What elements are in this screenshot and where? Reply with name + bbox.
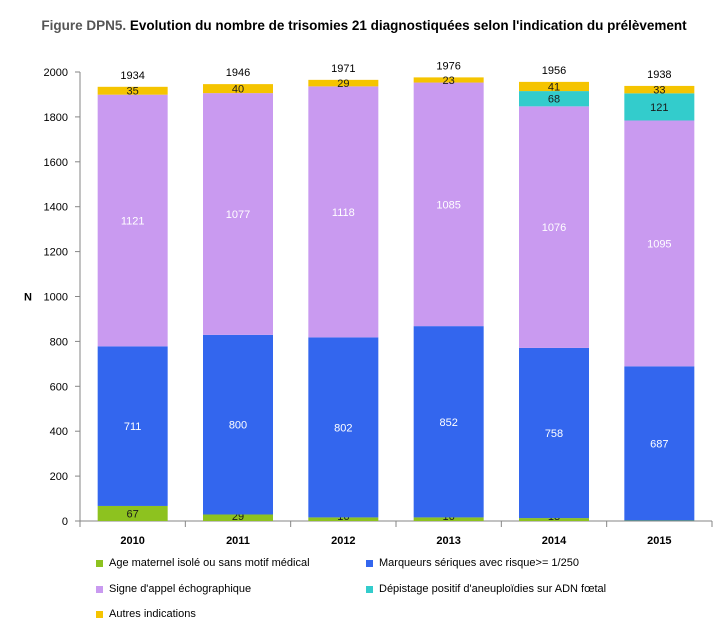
legend-item: Age maternel isolé ou sans motif médical — [96, 557, 310, 569]
bar-segment — [413, 517, 484, 521]
y-axis-label: N — [24, 292, 32, 304]
data-label: 802 — [334, 422, 352, 434]
legend-item: Autres indications — [96, 608, 196, 620]
total-label: 1934 — [120, 70, 144, 82]
data-label: 1095 — [647, 238, 671, 250]
bar-segment — [308, 79, 379, 87]
data-label: 68 — [548, 94, 560, 106]
data-label: 1118 — [332, 207, 355, 219]
legend-item: Signe d'appel échographique — [96, 583, 251, 595]
data-label: 1085 — [436, 199, 460, 211]
y-tick-label: 200 — [50, 471, 68, 483]
bar-segment — [519, 518, 589, 521]
data-label: 33 — [653, 85, 665, 97]
legend-label: Dépistage positif d'aneuploïdies sur ADN… — [379, 583, 607, 595]
bar-segment — [203, 514, 273, 521]
legend-label: Signe d'appel échographique — [109, 583, 252, 595]
y-tick-label: 1400 — [44, 202, 68, 214]
legend-label: Age maternel isolé ou sans motif médical — [109, 557, 310, 569]
bar-segment — [203, 84, 273, 94]
bar-segment — [203, 93, 273, 335]
chart-title-prefix: Figure DPN5. — [41, 18, 127, 33]
bar-segment — [519, 81, 589, 92]
bar-segment — [308, 337, 379, 518]
legend-item: Marqueurs sériques avec risque>= 1/250 — [366, 557, 579, 569]
total-label: 1976 — [436, 60, 460, 72]
x-tick-label: 2014 — [542, 535, 567, 547]
bar-segment — [624, 85, 695, 94]
legend-swatch — [96, 559, 103, 567]
y-tick-label: 1200 — [44, 247, 68, 259]
y-tick-label: 800 — [50, 336, 68, 348]
chart-title: Figure DPN5. Evolution du nombre de tris… — [8, 18, 720, 33]
y-tick-label: 400 — [50, 426, 68, 438]
total-label: 1956 — [542, 65, 566, 77]
data-label: 1121 — [121, 216, 145, 228]
x-tick-label: 2010 — [120, 535, 144, 547]
data-label: 687 — [650, 438, 668, 450]
data-label: 40 — [232, 84, 244, 96]
x-tick-label: 2013 — [436, 535, 460, 547]
bar-segment — [308, 517, 379, 521]
y-tick-label: 1600 — [44, 157, 68, 169]
bar-segment — [308, 86, 379, 338]
bar-segment — [413, 77, 484, 83]
data-label: 758 — [545, 428, 563, 440]
y-tick-label: 0 — [62, 516, 68, 528]
y-tick-label: 2000 — [44, 67, 68, 79]
chart-title-text: Evolution du nombre de trisomies 21 diag… — [129, 18, 687, 33]
data-label: 1076 — [542, 222, 566, 234]
data-label: 711 — [124, 421, 142, 433]
bar-segment — [97, 86, 168, 95]
bar-segment — [413, 82, 484, 327]
y-tick-label: 1000 — [44, 292, 68, 304]
bar-segment — [519, 91, 589, 107]
bar-segment — [624, 120, 695, 367]
bar-segment — [624, 366, 695, 521]
total-label: 1946 — [226, 67, 250, 79]
legend-swatch — [366, 585, 373, 593]
data-label: 67 — [127, 508, 139, 520]
data-label: 852 — [439, 417, 457, 429]
x-tick-label: 2011 — [226, 535, 250, 547]
data-label: 1077 — [226, 209, 250, 221]
bar-segment — [203, 334, 273, 515]
data-label: 29 — [337, 78, 349, 90]
bar-segment — [413, 326, 484, 518]
bar-segment — [519, 106, 589, 348]
x-tick-label: 2012 — [331, 535, 355, 547]
x-tick-label: 2015 — [647, 535, 671, 547]
data-label: 35 — [127, 86, 139, 98]
legend-label: Marqueurs sériques avec risque>= 1/250 — [379, 557, 579, 569]
data-label: 41 — [548, 81, 560, 93]
y-tick-label: 1800 — [44, 112, 68, 124]
data-label: 121 — [650, 102, 668, 114]
bar-segment — [624, 93, 695, 121]
bar-segment — [97, 346, 168, 506]
bar-segment — [97, 94, 168, 347]
legend-swatch — [366, 559, 373, 567]
data-label: 23 — [443, 75, 455, 87]
total-label: 1938 — [647, 69, 671, 81]
legend-label: Autres indications — [109, 608, 196, 620]
bar-segment — [97, 505, 168, 521]
legend-item: Dépistage positif d'aneuploïdies sur ADN… — [366, 583, 606, 595]
total-label: 1971 — [331, 63, 355, 75]
data-label: 800 — [229, 420, 247, 432]
bar-segment — [519, 347, 589, 519]
legend-swatch — [96, 610, 103, 618]
legend-swatch — [96, 585, 103, 593]
y-tick-label: 600 — [50, 381, 68, 393]
